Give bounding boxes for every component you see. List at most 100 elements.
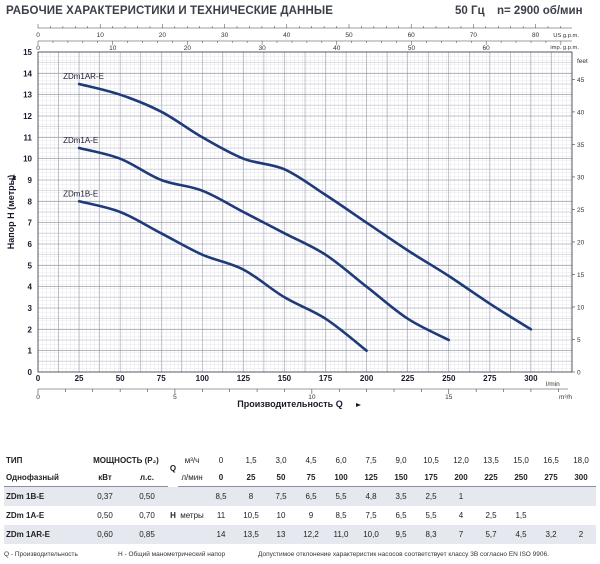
- lmin-value: 125: [356, 469, 386, 487]
- feet-tick-label: 10: [577, 304, 585, 311]
- x-tick-label: 100: [196, 374, 210, 383]
- spacer-cell: [178, 525, 206, 544]
- x-tick-label: 50: [116, 374, 125, 383]
- table-row: ZDm 1AR-E 0,60 0,85 14 13,5 13 12,2 11,0 10,0 9,5…: [4, 525, 596, 544]
- x-tick-label: 275: [483, 374, 497, 383]
- m3h-value: 16,5: [543, 455, 559, 465]
- m3h-tick-label: 10: [308, 394, 316, 401]
- x-tick-label: 175: [319, 374, 333, 383]
- bottom-flow-axis: l/min m³/h Производительность Q: [38, 381, 572, 409]
- head-value: 7,5: [266, 486, 296, 506]
- y-tick-label: 11: [24, 133, 33, 142]
- head-value: 1,5: [515, 511, 527, 520]
- us-gpm-tick-label: 40: [283, 32, 291, 39]
- m3h-value: 3,0: [275, 455, 287, 465]
- x-tick-label: 25: [75, 374, 84, 383]
- h-label: H: [170, 511, 176, 520]
- lmin-value: 0: [206, 469, 236, 487]
- x-tick-label: 75: [157, 374, 166, 383]
- lmin-value: 25: [236, 469, 266, 487]
- x-tick-label: 0: [36, 374, 41, 383]
- curve-label: ZDm1B-E: [63, 189, 98, 198]
- feet-tick-label: 5: [577, 337, 581, 344]
- y-tick-label: 15: [23, 48, 32, 57]
- imp-gpm-tick-label: 10: [109, 45, 117, 52]
- feet-tick-label: 0: [577, 370, 581, 377]
- head-value: 9: [308, 511, 314, 520]
- head-value: 11: [216, 511, 226, 520]
- m3h-tick-label: 15: [445, 394, 453, 401]
- feet-tick-label: 25: [577, 207, 585, 214]
- head-value: 10,0: [356, 525, 386, 544]
- lmin-value: 100: [326, 469, 356, 487]
- m3h-value: 9,0: [395, 455, 407, 465]
- head-value: [506, 486, 536, 506]
- head-value: 13: [266, 525, 296, 544]
- spacer-cell: [168, 525, 178, 544]
- m3h-tick-label: 5: [173, 394, 177, 401]
- y-tick-label: 6: [28, 240, 33, 249]
- x-tick-label: 250: [442, 374, 456, 383]
- lmin-value: 150: [386, 469, 416, 487]
- m3h-value: 1,5: [245, 455, 257, 465]
- y-tick-label: 14: [23, 69, 32, 78]
- power-hp: 0,85: [126, 525, 168, 544]
- head-value: 8: [236, 486, 266, 506]
- imp-gpm-tick-label: 20: [184, 45, 192, 52]
- hp-header: л.с.: [126, 469, 168, 487]
- y-tick-label: 10: [23, 155, 32, 164]
- y-tick-label: 3: [28, 304, 33, 313]
- head-value: [566, 486, 596, 506]
- kw-header: кВт: [84, 469, 126, 487]
- imp-gpm-tick-label: 0: [36, 45, 40, 52]
- m3h-value: 7,5: [365, 455, 377, 465]
- lmin-value: 225: [476, 469, 506, 487]
- head-value: [536, 506, 566, 525]
- power-hp: 0,50: [126, 486, 168, 506]
- us-gpm-tick-label: 0: [36, 32, 40, 39]
- m3h-tick-label: 0: [36, 394, 40, 401]
- x-tick-label: 225: [401, 374, 415, 383]
- y-tick-label: 0: [28, 368, 33, 377]
- m3h-value: 10,5: [423, 455, 439, 465]
- feet-tick-label: 20: [577, 239, 585, 246]
- x-axis-arrow-icon: [356, 403, 361, 407]
- head-value: 10: [276, 511, 286, 520]
- head-value: 2,5: [485, 511, 497, 520]
- head-value: 7,5: [365, 511, 377, 520]
- curve-zdm1ar-e: [77, 82, 533, 331]
- m3h-value: 4,5: [305, 455, 317, 465]
- feet-tick-label: 40: [577, 109, 585, 116]
- us-gpm-tick-label: 80: [532, 32, 540, 39]
- x-tick-label: 150: [278, 374, 292, 383]
- head-value: 4: [458, 511, 464, 520]
- us-gpm-tick-label: 10: [97, 32, 105, 39]
- head-value: 8,5: [206, 486, 236, 506]
- head-value: 5,7: [476, 525, 506, 544]
- head-value: [566, 506, 596, 525]
- y-tick-label: 7: [28, 219, 33, 228]
- head-value: 6,5: [395, 511, 407, 520]
- y-tick-label: 12: [23, 112, 32, 121]
- y-tick-label: 5: [28, 261, 33, 270]
- spacer-cell: [178, 486, 206, 506]
- table-subheader-row: Однофазный кВт л.с. л/мин 0 25 50 75 100 125 150 17…: [4, 469, 596, 487]
- h-unit-label: метры: [180, 511, 204, 520]
- curve-zdm1b-e: [77, 200, 368, 352]
- lmin-value: 75: [296, 469, 326, 487]
- type-header: ТИП: [6, 455, 23, 465]
- footnote-h: H - Общий манометрический напор: [118, 551, 226, 558]
- plot-area: [37, 51, 573, 373]
- head-value: 5,5: [425, 511, 437, 520]
- head-value: 12,2: [296, 525, 326, 544]
- feet-tick-label: 15: [577, 272, 585, 279]
- lmin-value: 200: [446, 469, 476, 487]
- lmin-unit: l/min: [546, 381, 560, 388]
- m3h-value: 0: [218, 455, 224, 465]
- head-value: 7: [446, 525, 476, 544]
- frequency-label: 50 Гц: [455, 5, 485, 17]
- y-tick-label: 8: [28, 197, 33, 206]
- x-tick-label: 300: [524, 374, 538, 383]
